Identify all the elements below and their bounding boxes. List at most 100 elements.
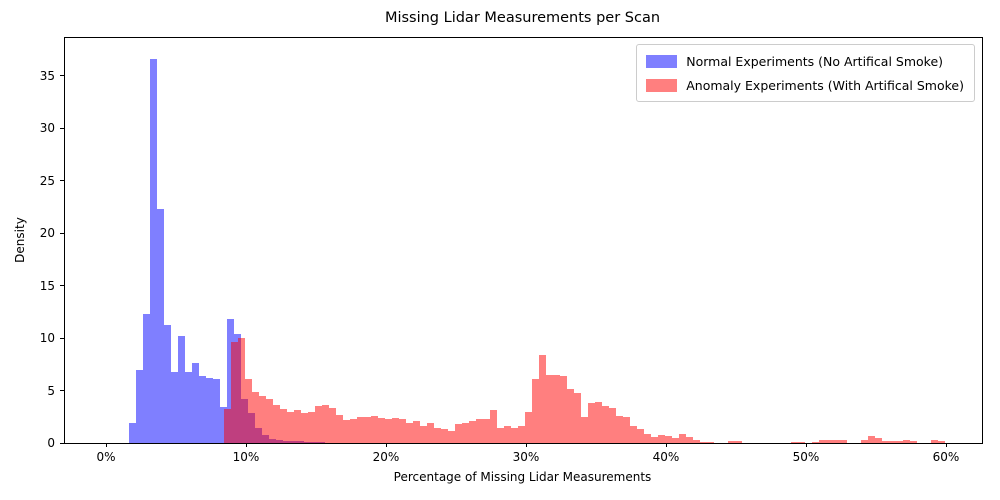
- histogram-bar: [546, 374, 554, 443]
- histogram-bar: [364, 417, 372, 443]
- histogram-bar: [220, 407, 228, 443]
- histogram-bar: [420, 426, 428, 443]
- histogram-bar: [164, 325, 172, 443]
- histogram-bar: [371, 416, 379, 443]
- y-tick-label: 10: [39, 331, 55, 345]
- histogram-bar: [798, 442, 806, 443]
- histogram-bar: [378, 417, 386, 443]
- histogram-bar: [602, 406, 610, 443]
- histogram-bar: [609, 407, 617, 443]
- histogram-bar: [259, 395, 267, 443]
- x-tick-label: 60%: [932, 450, 960, 464]
- histogram-bar: [273, 405, 281, 443]
- histogram-bar: [185, 371, 193, 443]
- legend-swatch-normal-icon: [646, 54, 678, 68]
- y-tick-mark: [60, 442, 64, 444]
- histogram-bar: [392, 418, 400, 443]
- histogram-bar: [199, 375, 207, 443]
- histogram-bar: [525, 411, 533, 443]
- chart-title: Missing Lidar Measurements per Scan: [384, 10, 661, 26]
- histogram-bar: [623, 417, 631, 443]
- histogram-bar: [322, 405, 330, 443]
- histogram-bar: [700, 441, 708, 443]
- histogram-bar: [315, 406, 323, 443]
- histogram-bar: [427, 422, 435, 443]
- histogram-bar: [637, 429, 645, 443]
- x-axis-label: Percentage of Missing Lidar Measurements: [393, 470, 652, 484]
- anomaly-histogram-layer: [65, 38, 982, 443]
- histogram-bar: [819, 440, 827, 443]
- legend-item-normal: Normal Experiments (No Artifical Smoke): [646, 52, 964, 70]
- x-tick-label: 0%: [96, 450, 116, 464]
- histogram-bar: [483, 419, 491, 443]
- legend-label-normal: Normal Experiments (No Artifical Smoke): [686, 53, 944, 69]
- histogram-bar: [644, 434, 652, 443]
- histogram-bar: [658, 435, 666, 443]
- histogram-bar: [227, 319, 235, 443]
- histogram-bar: [157, 208, 165, 443]
- y-tick-label: 25: [39, 173, 55, 188]
- y-tick-mark: [60, 180, 64, 181]
- histogram-bar: [791, 442, 799, 443]
- histogram-bar: [630, 426, 638, 443]
- x-tick-label: 30%: [512, 450, 540, 464]
- histogram-bar: [707, 442, 715, 443]
- histogram-bar: [413, 420, 421, 443]
- x-tick-mark: [106, 443, 107, 447]
- x-tick-mark: [946, 443, 947, 447]
- x-tick-mark: [526, 443, 527, 447]
- histogram-bar: [910, 440, 918, 443]
- histogram-bar: [833, 439, 841, 443]
- histogram-bar: [588, 402, 596, 443]
- histogram-bar: [266, 398, 274, 443]
- histogram-bar: [357, 417, 365, 443]
- histogram-bar: [735, 441, 743, 443]
- histogram-bar: [686, 437, 694, 443]
- histogram-bar: [455, 424, 463, 443]
- histogram-bar: [385, 419, 393, 443]
- y-tick-label: 20: [39, 226, 55, 240]
- y-tick-mark: [60, 232, 64, 234]
- histogram-bar: [129, 423, 137, 443]
- histogram-bar: [595, 402, 603, 443]
- histogram-bar: [938, 441, 946, 443]
- histogram-bar: [497, 427, 505, 443]
- y-tick-mark: [60, 390, 64, 391]
- x-tick-label: 40%: [652, 450, 680, 464]
- y-tick-mark: [60, 75, 64, 76]
- histogram-bar: [518, 426, 526, 443]
- legend: Normal Experiments (No Artifical Smoke) …: [636, 44, 975, 102]
- histogram-bar: [651, 436, 659, 443]
- histogram-bar: [350, 418, 358, 443]
- histogram-bar: [178, 335, 186, 443]
- histogram-bar: [441, 429, 449, 443]
- x-tick-label: 20%: [372, 450, 400, 464]
- histogram-bar: [616, 416, 624, 443]
- y-tick-label: 35: [39, 68, 55, 83]
- histogram-bar: [679, 433, 687, 443]
- x-tick-label: 50%: [792, 450, 820, 464]
- x-tick-mark: [386, 443, 387, 447]
- y-tick-mark: [60, 285, 64, 286]
- y-tick-mark: [60, 127, 64, 129]
- y-tick-label: 30: [39, 121, 55, 135]
- histogram-bar: [490, 410, 498, 443]
- histogram-bar: [308, 411, 316, 443]
- histogram-bar: [504, 426, 512, 443]
- histogram-bar: [672, 437, 680, 443]
- histogram-bar: [462, 422, 470, 443]
- histogram-bar: [336, 414, 344, 443]
- histogram-bar: [213, 378, 221, 443]
- histogram-bar: [840, 440, 848, 443]
- histogram-bar: [280, 409, 288, 443]
- histogram-bar: [560, 375, 568, 443]
- histogram-bar: [192, 363, 200, 443]
- histogram-bar: [287, 411, 295, 443]
- legend-label-anomaly: Anomaly Experiments (With Artifical Smok…: [686, 77, 964, 93]
- x-tick-label: 10%: [232, 450, 260, 464]
- histogram-bar: [728, 440, 736, 443]
- histogram-bar: [245, 379, 253, 443]
- histogram-bar: [574, 392, 582, 443]
- histogram-bar: [469, 420, 477, 443]
